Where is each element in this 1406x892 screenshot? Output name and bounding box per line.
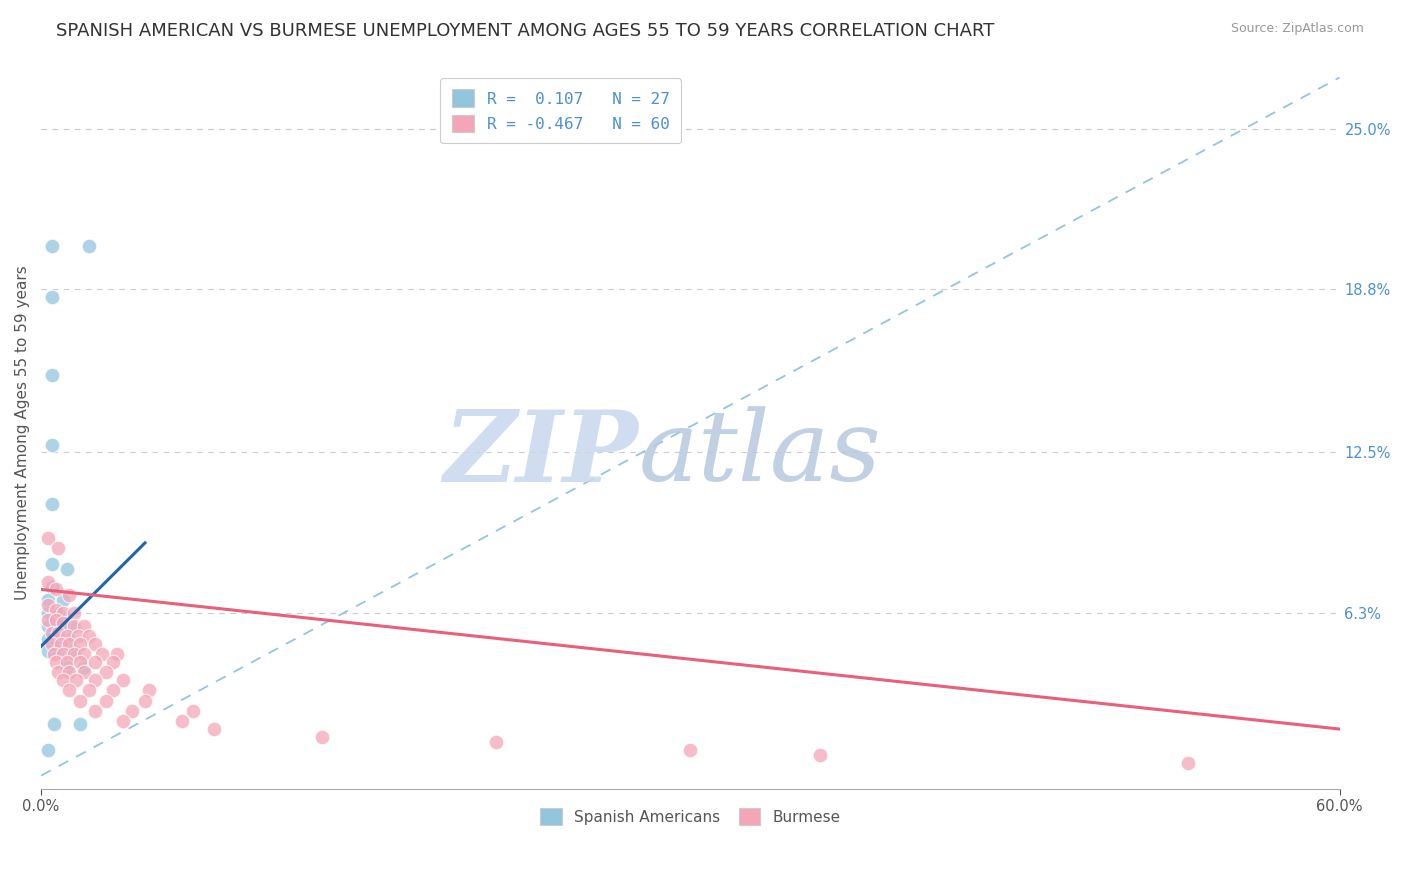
Text: ZIP: ZIP: [443, 406, 638, 502]
Point: [58, 683, 80, 698]
Point: [45, 632, 67, 646]
Point: [41, 238, 63, 252]
Point: [45, 603, 67, 617]
Point: [101, 655, 124, 669]
Point: [84, 673, 107, 687]
Point: [134, 693, 156, 707]
Point: [37, 743, 59, 757]
Point: [41, 497, 63, 511]
Point: [41, 368, 63, 382]
Point: [41, 626, 63, 640]
Point: [52, 615, 75, 630]
Point: [45, 614, 67, 628]
Point: [56, 562, 79, 576]
Point: [37, 531, 59, 545]
Point: [41, 580, 63, 594]
Point: [58, 632, 80, 646]
Point: [41, 290, 63, 304]
Point: [62, 618, 84, 632]
Point: [62, 647, 84, 661]
Point: [42, 647, 65, 661]
Point: [37, 614, 59, 628]
Point: [181, 704, 204, 718]
Point: [112, 714, 135, 729]
Point: [77, 238, 100, 252]
Point: [52, 647, 75, 661]
Point: [49, 637, 72, 651]
Point: [37, 632, 59, 646]
Point: [84, 655, 107, 669]
Point: [808, 747, 831, 762]
Y-axis label: Unemployment Among Ages 55 to 59 years: Unemployment Among Ages 55 to 59 years: [15, 266, 30, 600]
Point: [90, 647, 112, 661]
Point: [105, 647, 128, 661]
Text: Source: ZipAtlas.com: Source: ZipAtlas.com: [1230, 22, 1364, 36]
Point: [73, 647, 96, 661]
Point: [94, 665, 117, 680]
Point: [45, 655, 67, 669]
Point: [52, 592, 75, 607]
Point: [138, 683, 160, 698]
Point: [56, 660, 79, 674]
Point: [679, 743, 702, 757]
Point: [37, 592, 59, 607]
Point: [311, 730, 333, 744]
Point: [101, 683, 124, 698]
Point: [94, 693, 117, 707]
Point: [37, 618, 59, 632]
Point: [202, 722, 225, 736]
Point: [48, 626, 70, 640]
Point: [121, 704, 143, 718]
Point: [112, 673, 135, 687]
Point: [77, 629, 100, 643]
Text: SPANISH AMERICAN VS BURMESE UNEMPLOYMENT AMONG AGES 55 TO 59 YEARS CORRELATION C: SPANISH AMERICAN VS BURMESE UNEMPLOYMENT…: [56, 22, 994, 40]
Point: [84, 637, 107, 651]
Point: [73, 660, 96, 674]
Point: [45, 582, 67, 597]
Text: atlas: atlas: [638, 407, 882, 502]
Point: [37, 644, 59, 658]
Point: [52, 673, 75, 687]
Point: [48, 541, 70, 555]
Point: [58, 637, 80, 651]
Point: [73, 665, 96, 680]
Point: [48, 606, 70, 620]
Point: [52, 606, 75, 620]
Legend: Spanish Americans, Burmese: Spanish Americans, Burmese: [531, 799, 849, 834]
Point: [484, 735, 506, 749]
Point: [56, 655, 79, 669]
Point: [37, 606, 59, 620]
Point: [77, 683, 100, 698]
Point: [69, 693, 91, 707]
Point: [60, 618, 83, 632]
Point: [37, 598, 59, 612]
Point: [62, 644, 84, 658]
Point: [65, 673, 87, 687]
Point: [41, 637, 63, 651]
Point: [48, 665, 70, 680]
Point: [1177, 756, 1199, 770]
Point: [84, 704, 107, 718]
Point: [41, 557, 63, 571]
Point: [48, 644, 70, 658]
Point: [69, 637, 91, 651]
Point: [48, 618, 70, 632]
Point: [62, 606, 84, 620]
Point: [37, 574, 59, 589]
Point: [58, 665, 80, 680]
Point: [69, 655, 91, 669]
Point: [42, 717, 65, 731]
Point: [58, 588, 80, 602]
Point: [66, 629, 89, 643]
Point: [41, 437, 63, 451]
Point: [73, 618, 96, 632]
Point: [170, 714, 193, 729]
Point: [69, 717, 91, 731]
Point: [56, 629, 79, 643]
